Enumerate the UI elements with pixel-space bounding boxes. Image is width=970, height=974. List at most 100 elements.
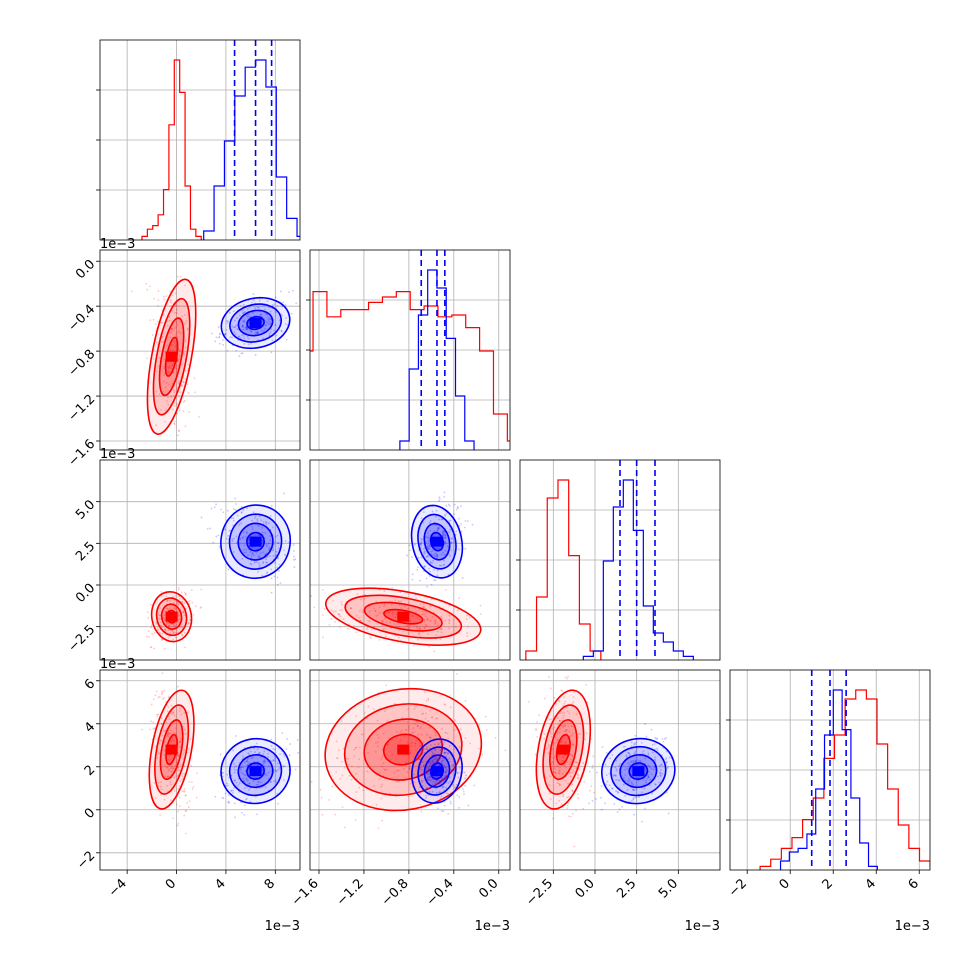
sample-point — [182, 401, 185, 403]
sample-point — [150, 720, 153, 723]
sample-point — [645, 781, 648, 784]
sample-point — [375, 600, 378, 603]
sample-point — [406, 771, 409, 773]
sample-point — [644, 779, 647, 782]
sample-point — [370, 628, 373, 631]
sample-point — [409, 619, 412, 622]
sample-point — [549, 687, 552, 690]
density-peak — [397, 611, 410, 622]
sample-point — [257, 783, 259, 786]
sample-point — [218, 336, 221, 339]
sample-point — [443, 563, 446, 566]
sample-point — [445, 589, 447, 591]
sample-point — [397, 600, 400, 602]
sample-point — [652, 768, 655, 771]
sample-point — [420, 768, 423, 771]
sample-point — [560, 740, 563, 743]
sample-point — [334, 620, 336, 623]
sample-point — [647, 752, 650, 755]
sample-point — [401, 729, 403, 732]
sample-point — [563, 764, 566, 767]
sample-point — [559, 719, 561, 722]
sample-point — [261, 329, 263, 332]
sample-point — [250, 563, 253, 566]
sample-point — [296, 738, 299, 741]
sample-point — [277, 541, 279, 544]
sample-point — [293, 550, 295, 552]
y-tick-label: −0.4 — [65, 302, 98, 335]
sample-point — [465, 774, 468, 777]
sample-point — [429, 562, 432, 564]
sample-point — [543, 737, 546, 740]
sample-point — [247, 343, 250, 346]
sample-point — [167, 608, 169, 611]
sample-point — [615, 759, 618, 762]
sample-point — [433, 530, 436, 533]
sample-point — [297, 751, 300, 754]
sample-point — [373, 607, 376, 610]
sample-point — [241, 325, 244, 328]
sample-point — [392, 611, 394, 614]
sample-point — [444, 770, 447, 773]
density-peak — [632, 766, 645, 777]
sample-point — [624, 779, 627, 782]
sample-point — [575, 761, 578, 764]
sample-point — [578, 733, 581, 735]
sample-point — [373, 625, 375, 628]
sample-point — [245, 778, 248, 781]
sample-point — [166, 766, 169, 769]
sample-point — [336, 757, 338, 759]
sample-point — [237, 784, 240, 786]
sample-point — [377, 736, 380, 739]
sample-point — [630, 760, 633, 763]
sample-point — [152, 357, 155, 360]
sample-point — [591, 799, 594, 802]
sample-point — [447, 812, 450, 815]
sample-point — [427, 779, 430, 782]
sample-point — [565, 741, 567, 744]
sample-point — [448, 622, 451, 625]
sample-point — [355, 614, 358, 617]
sample-point — [427, 697, 430, 700]
sample-point — [419, 543, 422, 546]
sample-point — [571, 813, 574, 815]
sample-point — [183, 631, 186, 634]
panel-3-1: −1.6 −1.2 −0.8 −0.4 0.01e−3 — [289, 669, 511, 934]
sample-point — [177, 614, 180, 616]
sample-point — [257, 534, 260, 537]
sample-point — [247, 313, 249, 316]
sample-point — [399, 731, 402, 734]
sample-point — [398, 778, 401, 781]
sample-point — [261, 540, 264, 543]
sample-point — [236, 514, 239, 517]
sample-point — [411, 573, 414, 576]
sample-point — [447, 737, 450, 740]
sample-point — [150, 624, 153, 627]
sample-point — [593, 791, 595, 794]
sample-point — [630, 741, 633, 744]
sample-point — [252, 511, 255, 514]
sample-point — [188, 600, 191, 603]
x-tick-label: −1.6 — [289, 876, 322, 909]
sample-point — [255, 783, 258, 786]
sample-point — [173, 402, 176, 404]
sample-point — [576, 793, 579, 796]
sample-point — [563, 696, 566, 699]
sample-point — [446, 769, 448, 772]
sample-point — [450, 549, 453, 552]
sample-point — [273, 748, 276, 751]
sample-point — [433, 758, 436, 761]
sample-point — [635, 747, 638, 750]
sample-point — [614, 775, 617, 777]
sample-point — [272, 759, 275, 762]
sample-point — [426, 619, 429, 622]
sample-point — [566, 807, 568, 810]
sample-point — [282, 765, 285, 768]
sample-point — [422, 610, 425, 613]
sample-point — [164, 629, 167, 631]
sample-point — [358, 746, 361, 749]
sample-point — [380, 757, 383, 760]
sample-point — [588, 789, 591, 792]
sample-point — [264, 324, 267, 327]
